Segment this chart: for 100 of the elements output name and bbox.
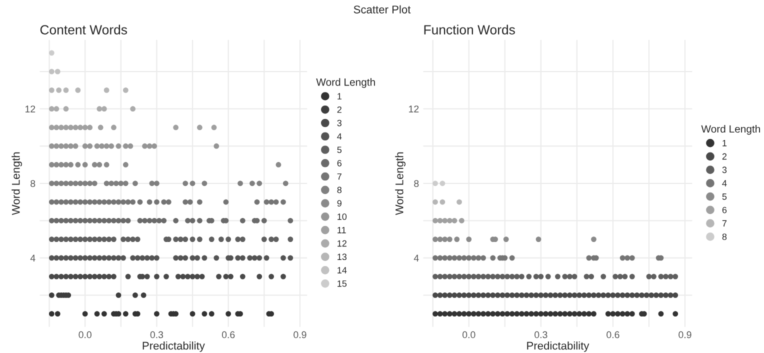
point xyxy=(620,255,626,261)
point xyxy=(591,292,596,298)
point xyxy=(58,199,64,205)
point xyxy=(72,218,78,224)
point xyxy=(87,124,93,130)
point xyxy=(256,274,262,280)
point xyxy=(144,274,150,280)
x-tick-label: 0.9 xyxy=(678,331,692,338)
point xyxy=(78,124,84,130)
point xyxy=(54,68,60,74)
point xyxy=(208,236,214,242)
point xyxy=(63,88,69,93)
point xyxy=(480,292,486,298)
point xyxy=(78,199,84,205)
point xyxy=(128,143,134,149)
point xyxy=(54,236,60,242)
point xyxy=(610,292,616,298)
point xyxy=(500,311,506,317)
legend-label: 3 xyxy=(337,120,342,126)
point xyxy=(202,180,208,186)
point xyxy=(146,199,152,205)
point xyxy=(276,162,282,168)
point xyxy=(72,255,78,261)
point xyxy=(68,162,74,168)
point xyxy=(190,255,196,261)
legend-label: 15 xyxy=(338,280,347,287)
point xyxy=(524,292,530,298)
point xyxy=(490,274,496,280)
point xyxy=(567,274,572,280)
point xyxy=(120,199,126,205)
point xyxy=(54,106,60,112)
point xyxy=(533,292,539,298)
point xyxy=(480,311,486,317)
point xyxy=(288,255,294,261)
legend-label: 6 xyxy=(337,160,342,166)
point xyxy=(432,274,438,280)
point xyxy=(98,124,104,130)
point xyxy=(533,311,539,317)
point xyxy=(68,236,74,242)
point xyxy=(182,255,188,261)
point xyxy=(273,199,279,205)
point xyxy=(102,236,107,242)
point xyxy=(509,292,515,298)
point xyxy=(264,199,270,205)
point xyxy=(240,255,246,261)
point xyxy=(226,311,232,317)
point xyxy=(63,162,69,168)
point xyxy=(82,255,88,261)
y-tick-label: 4 xyxy=(414,254,419,262)
point xyxy=(58,218,64,224)
point xyxy=(78,180,84,186)
point xyxy=(442,236,448,242)
point xyxy=(54,311,60,317)
point xyxy=(106,236,112,242)
point xyxy=(92,255,98,261)
point xyxy=(116,218,122,224)
point xyxy=(48,274,54,280)
point xyxy=(514,274,520,280)
point xyxy=(442,292,448,298)
point xyxy=(197,218,202,224)
point xyxy=(223,199,229,205)
point xyxy=(208,311,214,317)
point xyxy=(543,311,548,317)
point xyxy=(102,218,107,224)
point xyxy=(226,236,232,242)
point xyxy=(600,274,606,280)
point xyxy=(509,274,515,280)
point xyxy=(466,236,472,242)
y-tick-label: 4 xyxy=(30,254,36,262)
point xyxy=(538,311,544,317)
point xyxy=(476,311,482,317)
point xyxy=(54,255,60,261)
point xyxy=(173,124,179,130)
point xyxy=(216,274,222,280)
point xyxy=(432,255,438,261)
point xyxy=(596,292,602,298)
point xyxy=(634,292,640,298)
point xyxy=(240,274,246,280)
point xyxy=(96,274,102,280)
point xyxy=(202,311,208,317)
point xyxy=(581,311,587,317)
point xyxy=(48,106,54,112)
point xyxy=(288,236,294,242)
point xyxy=(78,255,84,261)
point xyxy=(476,292,482,298)
point xyxy=(78,236,84,242)
point xyxy=(132,292,138,298)
point xyxy=(533,274,539,280)
point xyxy=(456,274,462,280)
point xyxy=(545,274,551,280)
point xyxy=(164,274,169,280)
y-tick-label: 12 xyxy=(409,106,419,112)
y-tick-label: 8 xyxy=(30,180,36,187)
point xyxy=(58,255,64,261)
x-tick-label: 0.6 xyxy=(606,331,620,338)
point xyxy=(605,311,611,317)
point xyxy=(622,274,628,280)
point xyxy=(94,143,100,149)
point xyxy=(442,311,448,317)
point xyxy=(185,218,190,224)
